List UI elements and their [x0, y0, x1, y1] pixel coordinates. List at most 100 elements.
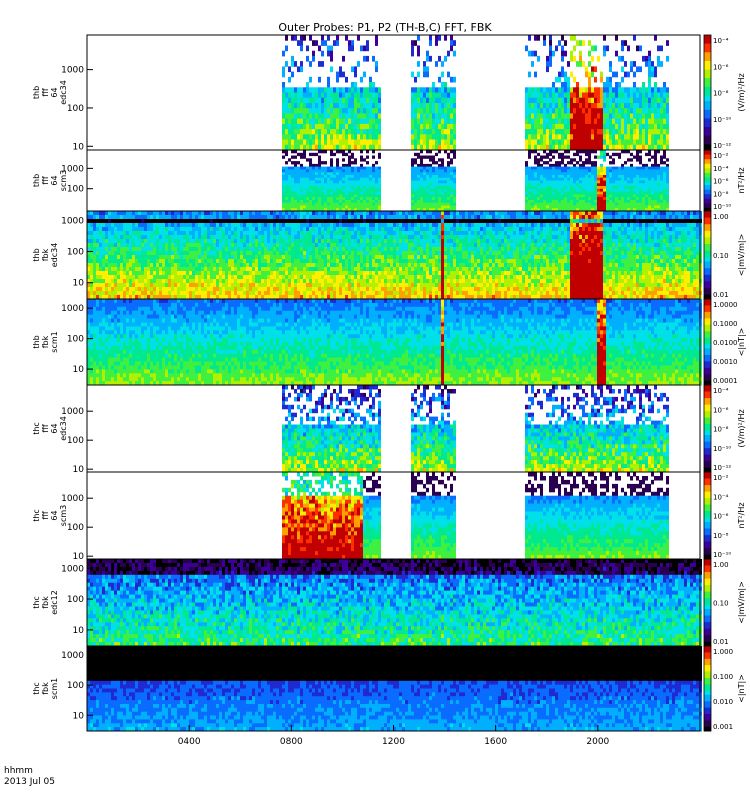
panel-label-line: edc34 — [59, 416, 68, 441]
y-tick-label: 100 — [67, 523, 84, 533]
colorbar: 10⁻⁴ 10⁻⁶ 10⁻⁸ 10⁻¹⁰ 10⁻¹² (V/m)²/Hz — [704, 35, 746, 151]
y-tick-label: 100 — [67, 185, 84, 195]
panel-label-line: scm3 — [59, 170, 68, 191]
colorbar-tick-label: 10⁻¹² — [713, 142, 731, 150]
colorbar-tick-label: 10⁻⁶ — [713, 63, 729, 71]
panel-label-line: edc12 — [50, 590, 59, 615]
panel-label-line: 64 — [50, 423, 59, 433]
panel-label-line: scm1 — [50, 331, 59, 352]
colorbar-tick-label: 10⁻⁴ — [713, 37, 729, 45]
panel-label-line: 64 — [50, 87, 59, 97]
panel-label-line: thc — [32, 509, 41, 522]
colorbar-tick-label: 10⁻⁶ — [713, 406, 729, 414]
y-tick-label: 1000 — [61, 66, 84, 76]
panel-label-line: thc — [32, 596, 41, 609]
colorbar-title: <|mV/m|> — [737, 234, 746, 277]
y-tick-label: 1000 — [61, 564, 84, 574]
colorbar-tick-label: 0.10 — [713, 252, 729, 260]
colorbar-title: (V/m)²/Hz — [737, 409, 746, 447]
panel-label-line: thc — [32, 422, 41, 435]
colorbar-tick-label: 0.100 — [713, 673, 733, 681]
colorbar-tick-label: 10⁻⁸ — [713, 190, 729, 198]
colorbar: 1.000 0.100 0.010 0.001 <|nT|> — [704, 646, 746, 732]
panel-label-line: fff — [41, 176, 50, 185]
colorbar-tick-label: 10⁻¹⁰ — [713, 551, 731, 559]
colorbar-tick-label: 10⁻⁸ — [713, 90, 729, 98]
x-tick-label: 1200 — [382, 737, 405, 747]
panel-label-line: 64 — [50, 175, 59, 185]
y-tick-label: 10 — [73, 711, 85, 721]
panel-label-line: fbk — [41, 682, 50, 695]
colorbar-tick-label: 0.0010 — [713, 358, 738, 366]
panel-label-line: thc — [32, 682, 41, 695]
colorbar-tick-label: 10⁻¹⁰ — [713, 445, 731, 453]
panel-label-line: thb — [32, 248, 41, 261]
colorbar: 1.00 0.10 0.01 <|mV/m|> — [704, 559, 746, 647]
panel-label-line: scm3 — [59, 505, 68, 526]
y-tick-label: 10 — [73, 279, 85, 289]
colorbar-tick-label: 0.0100 — [713, 339, 738, 347]
colorbar-tick-label: 1.0000 — [713, 301, 738, 309]
colorbar-tick-label: 0.001 — [713, 723, 733, 731]
colorbar: 10⁻⁴ 10⁻⁶ 10⁻⁸ 10⁻¹⁰ 10⁻¹² (V/m)²/Hz — [704, 385, 746, 473]
colorbar-tick-label: 0.1000 — [713, 320, 738, 328]
y-tick-label: 10 — [73, 626, 85, 636]
panel-label-line: edc34 — [59, 80, 68, 105]
panel-label-line: fff — [41, 511, 50, 520]
colorbar-tick-label: 10⁻⁶ — [713, 178, 729, 186]
y-tick-label: 100 — [67, 248, 84, 258]
time-format-label: hhmm — [4, 766, 33, 776]
colorbar-tick-label: 0.01 — [713, 291, 729, 299]
panel-label-line: fbk — [41, 248, 50, 261]
panel-data — [87, 211, 702, 300]
colorbar-title: nT²/Hz — [737, 167, 746, 193]
y-tick-label: 100 — [67, 335, 84, 345]
colorbar-tick-label: 10⁻⁴ — [713, 493, 729, 501]
panel-label-line: 64 — [50, 510, 59, 520]
colorbar-tick-label: 1.00 — [713, 213, 729, 221]
colorbar-tick-label: 10⁻⁸ — [713, 532, 729, 540]
y-tick-label: 100 — [67, 681, 84, 691]
colorbar-tick-label: 1.000 — [713, 648, 733, 656]
colorbar-title: nT²/Hz — [737, 502, 746, 528]
colorbar-title: <|nT|> — [737, 328, 746, 357]
y-tick-label: 10 — [73, 142, 85, 152]
colorbar-tick-label: 10⁻² — [713, 152, 729, 160]
panel-label-line: thb — [32, 335, 41, 348]
colorbar-tick-label: 10⁻² — [713, 474, 729, 482]
colorbar-tick-label: 10⁻⁶ — [713, 513, 729, 521]
colorbar-tick-label: 0.010 — [713, 698, 733, 706]
colorbar-tick-label: 1.00 — [713, 561, 729, 569]
panel-label-line: fbk — [41, 596, 50, 609]
colorbar-title: (V/m)²/Hz — [737, 73, 746, 111]
colorbar-tick-label: 10⁻¹⁰ — [713, 116, 731, 124]
colorbar-title: <|mV/m|> — [737, 581, 746, 624]
colorbar-tick-label: 0.10 — [713, 600, 729, 608]
panel-label-line: scm1 — [50, 678, 59, 699]
colorbar: 1.00 0.10 0.01 <|mV/m|> — [704, 211, 746, 300]
panel-data — [282, 150, 669, 212]
panel-data — [282, 385, 669, 473]
y-tick-label: 10 — [73, 365, 85, 375]
panel-label-line: fff — [41, 424, 50, 433]
colorbar-tick-label: 10⁻⁸ — [713, 426, 729, 434]
x-tick-label: 2000 — [586, 737, 609, 747]
colorbar-tick-label: 0.01 — [713, 638, 729, 646]
colorbar-tick-label: 10⁻¹² — [713, 464, 731, 472]
panel-data — [282, 35, 669, 151]
colorbar-tick-label: 10⁻⁴ — [713, 387, 729, 395]
colorbar-title: <|nT|> — [737, 674, 746, 703]
